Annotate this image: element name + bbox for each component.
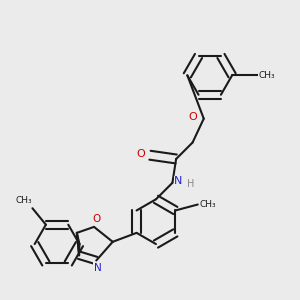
Text: N: N (94, 263, 102, 273)
Text: H: H (188, 179, 195, 189)
Text: CH₃: CH₃ (15, 196, 32, 205)
Text: CH₃: CH₃ (199, 200, 216, 209)
Text: O: O (188, 112, 197, 122)
Text: O: O (92, 214, 100, 224)
Text: O: O (137, 149, 146, 159)
Text: CH₃: CH₃ (259, 71, 275, 80)
Text: N: N (174, 176, 183, 186)
